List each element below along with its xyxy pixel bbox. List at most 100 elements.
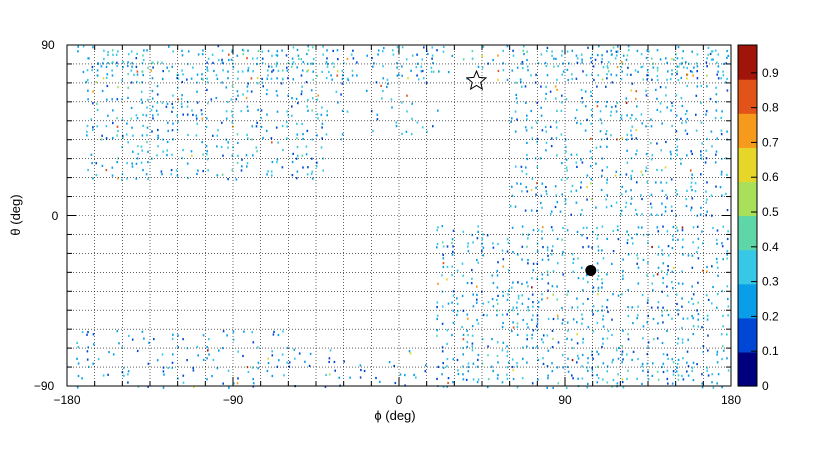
heatmap-cell — [580, 158, 582, 161]
heatmap-cell — [507, 289, 510, 292]
heatmap-cell — [516, 301, 518, 304]
heatmap-cell — [681, 305, 683, 308]
heatmap-cell — [341, 77, 344, 81]
heatmap-cell — [116, 61, 118, 64]
heatmap-cell — [535, 193, 537, 196]
heatmap-cell — [227, 146, 229, 149]
heatmap-cell — [666, 285, 668, 288]
heatmap-cell — [127, 381, 129, 384]
heatmap-cell — [622, 269, 624, 273]
heatmap-cell — [300, 58, 303, 61]
heatmap-cell — [542, 341, 544, 344]
heatmap-cell — [276, 77, 278, 80]
heatmap-cell — [705, 110, 708, 113]
heatmap-cell — [617, 373, 619, 376]
colorbar-tick-label: 0.9 — [762, 66, 779, 80]
heatmap-cell — [231, 49, 234, 52]
heatmap-cell — [717, 373, 720, 376]
heatmap-cell — [714, 161, 717, 164]
heatmap-cell — [145, 173, 148, 176]
heatmap-cell — [136, 349, 139, 353]
heatmap-cell — [202, 334, 205, 337]
heatmap-cell — [717, 65, 720, 68]
colorbar-segment — [738, 329, 757, 336]
heatmap-cell — [581, 234, 583, 237]
heatmap-cell — [722, 325, 724, 328]
heatmap-cell — [622, 358, 624, 361]
heatmap-cell — [716, 137, 718, 140]
heatmap-cell — [696, 363, 698, 366]
heatmap-cell — [627, 306, 629, 309]
heatmap-cell — [462, 274, 465, 277]
heatmap-cell — [657, 230, 659, 233]
heatmap-cell — [346, 110, 349, 113]
heatmap-cell — [481, 54, 483, 58]
heatmap-cell — [576, 297, 578, 300]
heatmap-cell — [328, 373, 331, 376]
heatmap-cell — [257, 108, 259, 112]
heatmap-cell — [192, 369, 195, 372]
heatmap-cell — [316, 134, 318, 137]
colorbar-segment — [738, 192, 757, 200]
heatmap-cell — [180, 102, 183, 105]
heatmap-cell — [720, 129, 723, 132]
heatmap-cell — [599, 118, 602, 121]
heatmap-cell — [425, 364, 427, 367]
heatmap-cell — [609, 114, 612, 117]
heatmap-cell — [691, 285, 693, 288]
heatmap-cell — [512, 369, 515, 372]
heatmap-cell — [521, 377, 524, 380]
heatmap-cell — [546, 74, 549, 77]
heatmap-cell — [487, 301, 490, 304]
heatmap-cell — [193, 385, 195, 388]
heatmap-cell — [388, 361, 391, 364]
heatmap-cell — [720, 77, 722, 80]
heatmap-cell — [196, 81, 198, 84]
heatmap-cell — [661, 213, 663, 216]
heatmap-cell — [556, 237, 559, 240]
heatmap-cell — [519, 78, 522, 81]
colorbar-tick-label: 0.3 — [762, 275, 779, 289]
heatmap-cell — [350, 53, 353, 56]
heatmap-cell — [441, 241, 444, 244]
heatmap-cell — [172, 94, 174, 97]
heatmap-cell — [476, 381, 479, 384]
heatmap-cell — [692, 317, 694, 320]
heatmap-cell — [526, 50, 528, 53]
heatmap-cell — [166, 154, 168, 157]
heatmap-cell — [472, 305, 475, 308]
heatmap-cell — [546, 365, 549, 368]
heatmap-cell — [241, 165, 243, 168]
heatmap-cell — [497, 54, 499, 57]
heatmap-cell — [127, 53, 130, 56]
heatmap-cell — [171, 129, 174, 132]
heatmap-cell — [326, 110, 328, 113]
heatmap-cell — [572, 270, 575, 273]
heatmap-cell — [550, 210, 553, 213]
heatmap-cell — [704, 161, 707, 164]
heatmap-cell — [511, 194, 514, 197]
heatmap-cell — [97, 358, 100, 361]
heatmap-cell — [281, 49, 283, 52]
heatmap-cell — [295, 97, 298, 100]
heatmap-cell — [666, 61, 668, 64]
heatmap-cell — [76, 357, 78, 360]
heatmap-cell — [515, 97, 518, 100]
heatmap-cell — [536, 325, 538, 328]
heatmap-cell — [306, 105, 308, 108]
heatmap-cell — [171, 361, 174, 364]
heatmap-cell — [667, 70, 669, 73]
heatmap-cell — [287, 114, 289, 117]
heatmap-cell — [601, 282, 603, 285]
heatmap-cell — [549, 125, 552, 128]
heatmap-cell — [502, 321, 504, 325]
heatmap-cell — [116, 330, 119, 333]
heatmap-cell — [595, 162, 597, 165]
heatmap-cell — [522, 49, 525, 52]
heatmap-cell — [605, 130, 608, 133]
heatmap-cell — [95, 162, 98, 165]
heatmap-cell — [571, 49, 574, 52]
heatmap-cell — [657, 253, 659, 256]
heatmap-cell — [405, 58, 408, 61]
heatmap-cell — [228, 53, 230, 56]
